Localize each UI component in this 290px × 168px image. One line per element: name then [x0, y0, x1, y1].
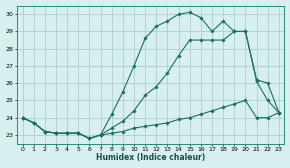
X-axis label: Humidex (Indice chaleur): Humidex (Indice chaleur)	[96, 153, 205, 162]
